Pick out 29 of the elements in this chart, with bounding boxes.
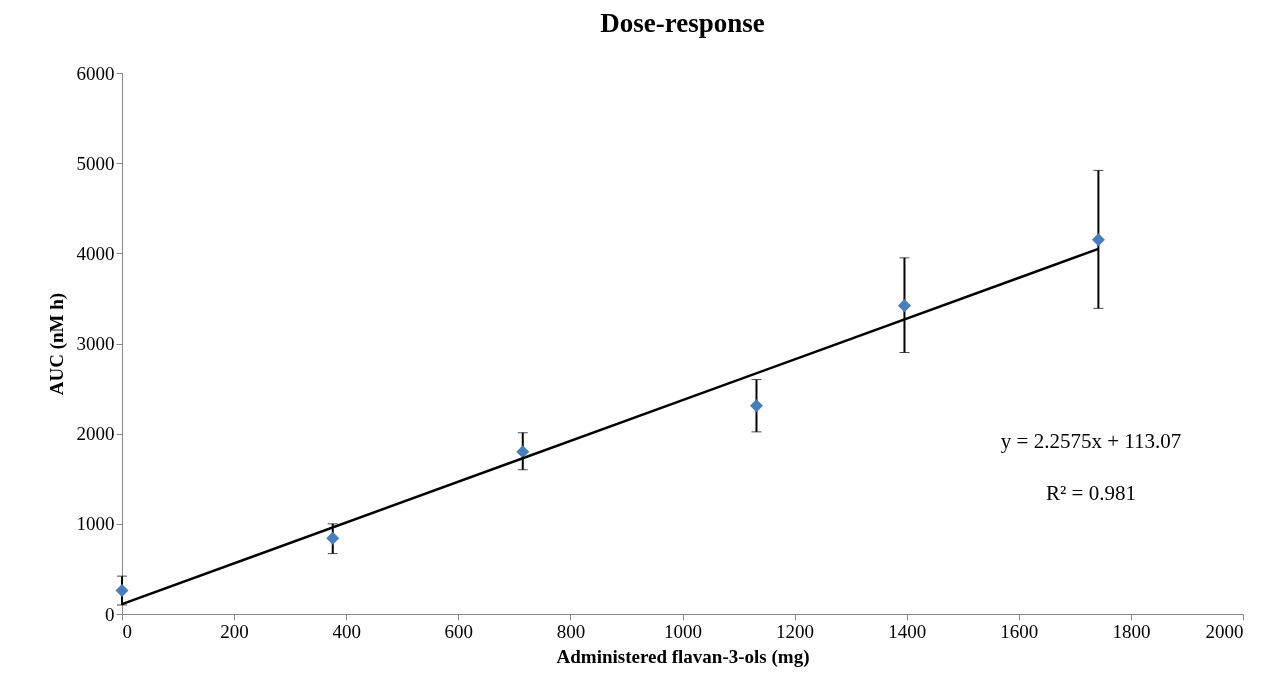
point bbox=[1091, 233, 1105, 247]
y-tick-label: 0 bbox=[105, 603, 115, 625]
x-tick-label: 600 bbox=[444, 620, 474, 642]
x-tick-label: 0 bbox=[122, 620, 132, 642]
point bbox=[516, 445, 530, 459]
x-tick-label: 200 bbox=[220, 620, 249, 642]
point bbox=[326, 531, 340, 545]
y-tick-label: 1000 bbox=[76, 513, 115, 535]
y-tick-label: 2000 bbox=[76, 423, 115, 445]
x-tick-label: 400 bbox=[332, 620, 361, 642]
x-tick-label: 1200 bbox=[776, 620, 815, 642]
y-tick-label: 4000 bbox=[76, 242, 115, 264]
y-axis-title: AUC (nM h) bbox=[45, 292, 68, 396]
point bbox=[897, 299, 911, 313]
chart-title: Dose-response bbox=[600, 8, 765, 38]
x-tick-label: 1000 bbox=[664, 620, 702, 642]
x-axis-title: Administered flavan-3-ols (mg) bbox=[556, 645, 810, 668]
point bbox=[749, 399, 764, 413]
x-tick-label: 1600 bbox=[1000, 620, 1039, 642]
x-tick-label: 2000 bbox=[1205, 620, 1244, 642]
point bbox=[115, 584, 129, 598]
y-tick-label: 5000 bbox=[76, 152, 115, 174]
annotation: y = 2.2575x + 113.07 bbox=[1000, 429, 1182, 453]
y-tick-label: 6000 bbox=[76, 62, 115, 84]
x-tick-label: 1400 bbox=[888, 620, 927, 642]
y-tick-label: 3000 bbox=[76, 333, 115, 354]
annotation: R² = 0.981 bbox=[1046, 481, 1136, 505]
x-tick-label: 800 bbox=[556, 620, 586, 642]
x-tick-label: 1800 bbox=[1112, 620, 1151, 642]
